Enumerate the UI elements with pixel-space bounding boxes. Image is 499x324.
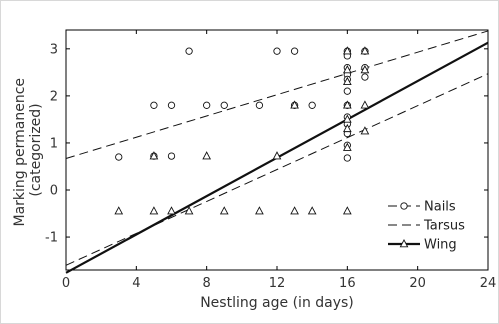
nails-point — [167, 101, 176, 109]
wing-point — [114, 206, 124, 215]
wing-point — [342, 123, 352, 133]
nails-point — [343, 154, 351, 162]
wing-point — [184, 206, 194, 215]
x-tick-label: 0 — [62, 276, 70, 291]
legend-marker-wing — [399, 239, 409, 248]
wing-point — [342, 65, 352, 74]
x-axis: 0 4 8 12 16 20 24 — [62, 30, 496, 291]
wing-point — [360, 100, 370, 109]
wing-point — [255, 206, 264, 215]
wing-point — [342, 46, 352, 55]
wing-point — [167, 206, 176, 215]
legend-label-tarsus: Tarsus — [423, 219, 465, 234]
wing-point — [272, 151, 282, 160]
nails-point — [290, 47, 299, 55]
wing-point — [290, 206, 299, 215]
nails-point — [361, 73, 369, 81]
wing-point — [342, 206, 352, 215]
wing-point — [290, 100, 299, 109]
x-axis-label: Nestling age (in days) — [200, 295, 354, 311]
legend-item-wing: Wing — [388, 238, 457, 253]
wing-point — [342, 142, 352, 151]
legend: Nails Tarsus Wing — [384, 194, 484, 256]
y-tick-label: 2 — [50, 89, 58, 104]
wing-point — [202, 151, 212, 160]
nails-point — [255, 101, 264, 109]
legend-label-nails: Nails — [424, 200, 456, 215]
y-tick-label: 1 — [50, 136, 58, 151]
nails-point — [343, 87, 351, 95]
legend-label-wing: Wing — [424, 238, 457, 253]
wing-point — [342, 100, 352, 109]
data-points — [114, 46, 370, 215]
x-tick-label: 20 — [409, 276, 426, 291]
wing-point — [360, 126, 370, 135]
nails-point — [185, 47, 193, 55]
nails-point — [203, 101, 211, 109]
x-tick-label: 12 — [269, 276, 286, 291]
y-axis-label-line2: (categorized) — [28, 103, 44, 196]
wing-point — [360, 46, 370, 55]
nails-point — [220, 101, 228, 109]
wing-point — [342, 114, 352, 123]
y-axis-label-line1: Marking permanence — [12, 78, 28, 227]
y-tick-label: 0 — [50, 184, 58, 199]
nails-point — [150, 101, 158, 109]
nails-point — [167, 152, 176, 160]
wing-point — [149, 206, 159, 215]
y-axis-label: Marking permanence (categorized) — [12, 74, 44, 227]
nails-point — [308, 101, 316, 109]
wing-point — [149, 151, 159, 160]
trend-line-nails — [65, 30, 489, 159]
y-tick-label: -1 — [45, 231, 58, 246]
nails-point — [273, 47, 281, 55]
legend-marker-nails — [400, 202, 408, 210]
wing-point — [360, 65, 370, 74]
y-tick-label: 3 — [50, 42, 58, 57]
legend-item-tarsus: Tarsus — [388, 219, 465, 234]
wing-point — [307, 206, 317, 215]
legend-item-nails: Nails — [388, 200, 456, 215]
x-tick-label: 8 — [203, 276, 211, 291]
x-tick-label: 4 — [132, 276, 140, 291]
y-axis: -1 0 1 2 3 — [45, 42, 488, 246]
x-tick-label: 24 — [480, 276, 497, 291]
x-tick-label: 16 — [339, 276, 356, 291]
wing-point — [342, 76, 352, 86]
nails-point — [115, 153, 123, 161]
wing-point — [219, 206, 229, 215]
